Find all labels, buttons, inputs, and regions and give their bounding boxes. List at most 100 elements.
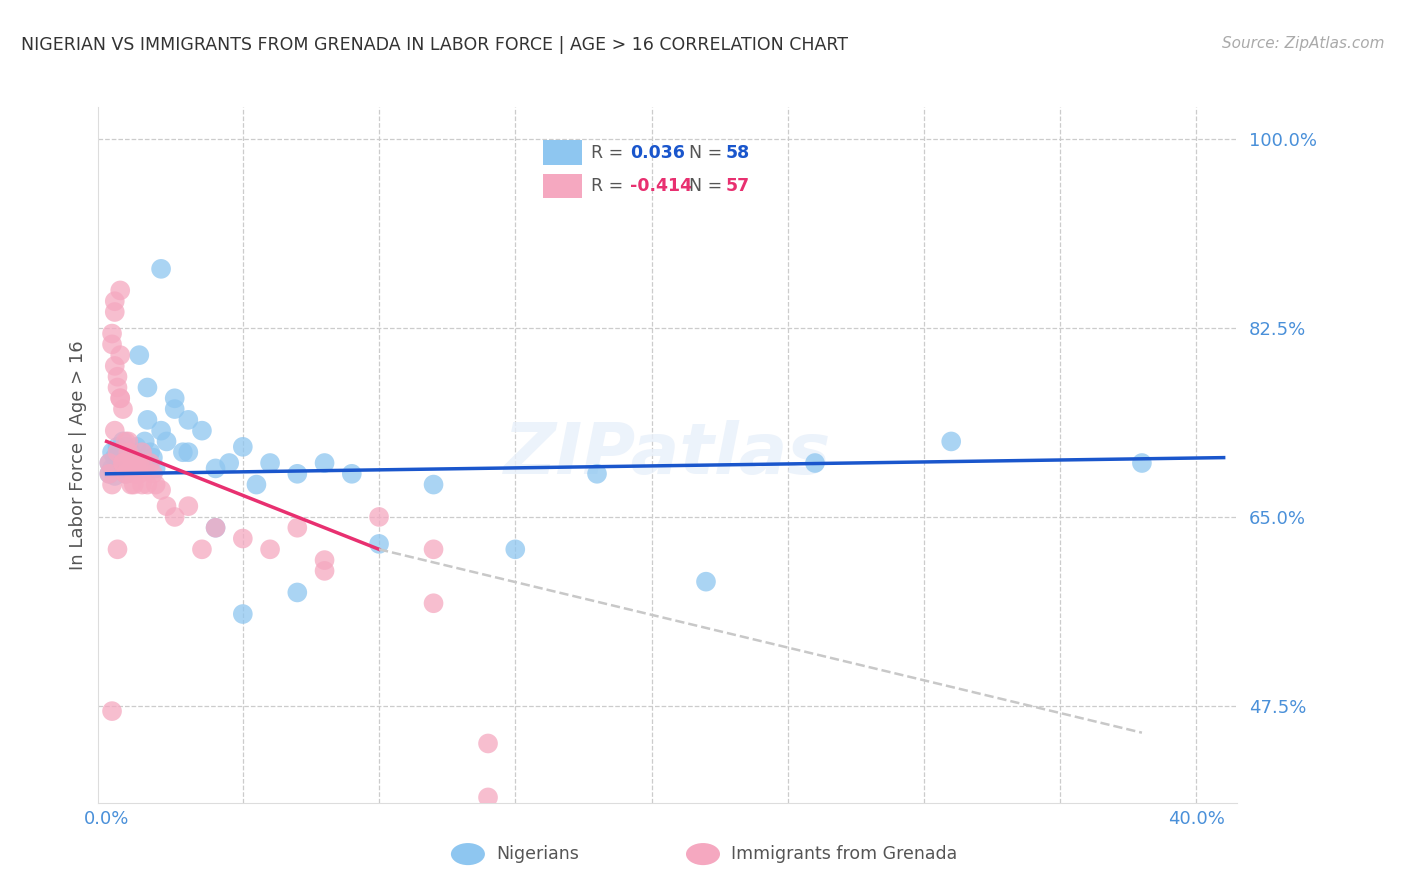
Point	[110, 461, 132, 475]
Point	[122, 461, 145, 475]
Point	[98, 467, 121, 481]
Point	[114, 467, 136, 481]
Point	[131, 461, 153, 475]
Text: 0.036: 0.036	[630, 144, 685, 161]
Point	[142, 450, 165, 465]
Point	[1130, 456, 1153, 470]
Point	[128, 456, 150, 470]
Point	[122, 450, 145, 465]
Point	[259, 542, 281, 557]
Point	[204, 521, 226, 535]
Point	[104, 469, 127, 483]
Point	[111, 402, 134, 417]
Point	[104, 305, 127, 319]
Point	[101, 326, 124, 341]
Point	[586, 467, 609, 481]
Point	[98, 456, 121, 470]
Text: R =: R =	[591, 178, 628, 195]
Point	[177, 445, 200, 459]
Point	[125, 440, 148, 454]
Point	[120, 445, 142, 459]
Point	[117, 445, 139, 459]
Point	[131, 477, 153, 491]
Point	[136, 477, 159, 491]
Point	[117, 450, 139, 465]
Point	[107, 369, 129, 384]
Point	[218, 456, 240, 470]
Text: R =: R =	[591, 144, 628, 161]
Text: N =: N =	[689, 144, 728, 161]
Text: Source: ZipAtlas.com: Source: ZipAtlas.com	[1222, 36, 1385, 51]
Point	[477, 790, 499, 805]
Point	[232, 440, 254, 454]
Point	[163, 510, 186, 524]
Point	[163, 402, 186, 417]
Text: NIGERIAN VS IMMIGRANTS FROM GRENADA IN LABOR FORCE | AGE > 16 CORRELATION CHART: NIGERIAN VS IMMIGRANTS FROM GRENADA IN L…	[21, 36, 848, 54]
Point	[107, 380, 129, 394]
Point	[191, 542, 214, 557]
Text: -0.414: -0.414	[630, 178, 692, 195]
Point	[259, 456, 281, 470]
Point	[101, 704, 124, 718]
Point	[110, 445, 132, 459]
Point	[142, 467, 165, 481]
Point	[125, 461, 148, 475]
Point	[128, 467, 150, 481]
Point	[122, 477, 145, 491]
Point	[101, 477, 124, 491]
Text: 57: 57	[725, 178, 749, 195]
Point	[128, 348, 150, 362]
Text: Nigerians: Nigerians	[496, 845, 579, 863]
Point	[503, 542, 526, 557]
Point	[172, 445, 194, 459]
Text: 58: 58	[725, 144, 749, 161]
Point	[804, 456, 827, 470]
Point	[110, 392, 132, 406]
Point	[245, 477, 267, 491]
Point	[163, 392, 186, 406]
Point	[114, 467, 136, 481]
Point	[314, 553, 336, 567]
Point	[155, 499, 177, 513]
Point	[114, 440, 136, 454]
Point	[104, 359, 127, 373]
Point	[285, 585, 308, 599]
Point	[285, 521, 308, 535]
Ellipse shape	[451, 843, 485, 865]
Point	[128, 456, 150, 470]
Point	[107, 440, 129, 454]
Point	[122, 456, 145, 470]
Point	[941, 434, 963, 449]
Point	[136, 413, 159, 427]
Point	[145, 461, 167, 475]
Point	[314, 456, 336, 470]
Point	[101, 461, 124, 475]
Point	[150, 424, 173, 438]
Point	[120, 461, 142, 475]
Y-axis label: In Labor Force | Age > 16: In Labor Force | Age > 16	[69, 340, 87, 570]
Point	[110, 392, 132, 406]
Point	[104, 424, 127, 438]
Point	[114, 434, 136, 449]
Text: N =: N =	[689, 178, 728, 195]
Point	[368, 510, 391, 524]
Text: Immigrants from Grenada: Immigrants from Grenada	[731, 845, 957, 863]
Point	[111, 434, 134, 449]
Point	[107, 445, 129, 459]
Point	[120, 450, 142, 465]
Point	[139, 456, 162, 470]
Point	[422, 477, 444, 491]
Point	[314, 564, 336, 578]
Point	[117, 434, 139, 449]
Point	[477, 736, 499, 750]
Point	[177, 413, 200, 427]
Bar	[543, 174, 582, 199]
Point	[98, 456, 121, 470]
Ellipse shape	[686, 843, 720, 865]
Point	[117, 461, 139, 475]
Point	[340, 467, 363, 481]
Point	[204, 461, 226, 475]
Point	[117, 456, 139, 470]
Point	[122, 467, 145, 481]
Point	[120, 456, 142, 470]
